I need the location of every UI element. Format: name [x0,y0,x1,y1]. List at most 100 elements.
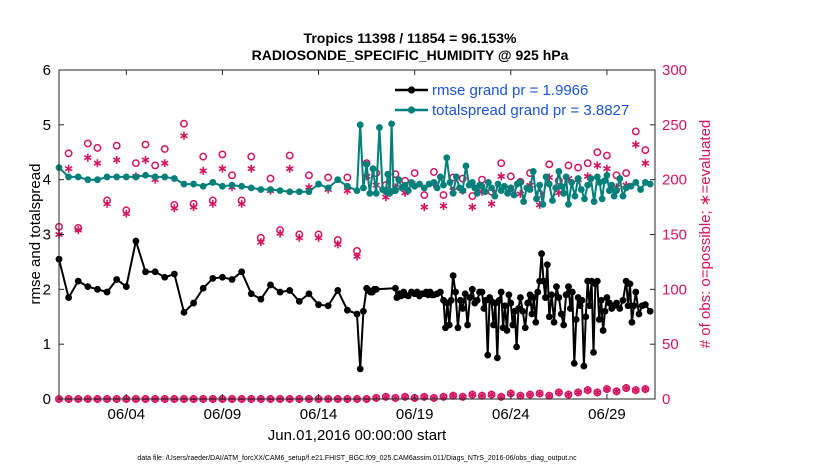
star-stroke [449,393,458,399]
series-point-totalspread [605,187,613,195]
count-possible-marker [83,139,92,148]
series-point-rmse [447,296,455,304]
series-point-rmse [490,321,497,329]
series-point-rmse [548,291,556,299]
count-possible-marker [343,173,352,182]
series-point-totalspread [610,192,618,200]
count-possible-marker [545,160,554,169]
star-stroke [641,386,650,392]
series-point-totalspread [574,175,582,182]
count-possible-marker [131,159,140,168]
series-point-totalspread [94,176,101,184]
count-evaluated-marker [170,204,179,213]
count-possible-marker [429,168,438,176]
count-evaluated-marker [83,153,92,162]
count-evaluated-marker [497,172,506,181]
series-point-rmse [557,310,565,318]
count-evaluated-marker [93,159,102,168]
series-point-rmse [449,272,457,280]
series-point-rmse [452,288,459,296]
series-point-rmse [497,288,505,296]
series-point-totalspread [520,198,528,206]
series-point-totalspread [436,173,444,181]
series-point-totalspread [608,181,616,189]
series-point-totalspread [571,192,579,200]
series-point-totalspread [536,181,544,189]
series-point-totalspread [568,179,576,186]
series-point-totalspread [562,173,570,181]
series-point-totalspread [637,186,644,193]
count-possible-marker [151,161,160,170]
series-point-rmse [495,296,503,304]
series-point-rmse [509,321,517,329]
count-evaluated-marker [276,229,284,238]
count-evaluated-marker-bottom [526,390,534,399]
series-point-rmse [238,268,246,276]
series-point-totalspread [161,173,169,181]
star-stroke [343,187,352,194]
y-tick-right-label: 250 [662,117,687,134]
series-point-totalspread [295,188,303,196]
count-possible-marker [160,145,169,153]
count-evaluated-marker [189,203,198,212]
series-point-totalspread [452,173,460,181]
series-point-rmse [576,302,584,310]
series-point-totalspread [552,184,560,192]
y-tick-left-label: 1 [43,336,51,353]
star-stroke [593,389,602,396]
series-point-totalspread [219,182,226,190]
series-point-rmse [180,308,188,316]
series-point-totalspread [616,175,624,182]
star-stroke [439,203,448,209]
series-point-totalspread [565,200,572,208]
series-point-rmse [572,316,580,323]
series-point-totalspread [170,175,178,182]
series-point-rmse [635,310,643,318]
series-point-totalspread [286,188,294,196]
count-evaluated-marker [641,159,650,168]
series-point-totalspread [555,168,563,175]
series-point-totalspread [247,184,255,192]
series-point-rmse [593,277,601,285]
series-point-rmse [65,294,73,301]
series-point-rmse [613,299,620,307]
series-point-totalspread [581,195,588,203]
star-stroke [420,204,429,210]
series-point-rmse [507,299,515,307]
star-stroke [631,141,640,148]
series-point-rmse [542,294,549,301]
series-point-totalspread [446,179,454,186]
star-stroke [208,201,217,207]
series-point-rmse [84,283,92,290]
chart-legend: rmse grand pr = 1.9966 totalspread grand… [392,77,652,121]
star-stroke [545,393,554,399]
star-stroke [497,394,506,400]
series-point-rmse [468,285,476,293]
series-point-rmse [454,324,462,332]
x-tick-label: 06/24 [492,406,530,423]
star-stroke [276,230,284,237]
star-stroke [603,166,611,172]
series-point-totalspread [305,188,313,196]
series-point-totalspread [462,162,470,170]
series-point-rmse [464,321,471,329]
series-point-totalspread [257,186,265,193]
count-possible-marker [180,119,188,128]
series-point-totalspread [180,180,188,188]
star-stroke [180,133,188,139]
series-point-rmse [530,294,538,301]
count-possible-marker [583,159,592,168]
series-point-rmse [456,296,464,304]
count-possible-marker [602,151,611,160]
star-stroke [160,160,169,166]
chart-subtitle: RADIOSONDE_SPECIFIC_HUMIDITY @ 925 hPa [252,47,569,63]
star-stroke [103,201,111,207]
series-point-rmse [545,313,553,321]
star-stroke [603,386,611,392]
series-point-rmse [505,291,513,299]
series-point-rmse [170,270,178,278]
count-evaluated-marker-bottom [622,384,631,393]
series-point-rmse [199,284,207,292]
star-stroke [622,385,631,391]
